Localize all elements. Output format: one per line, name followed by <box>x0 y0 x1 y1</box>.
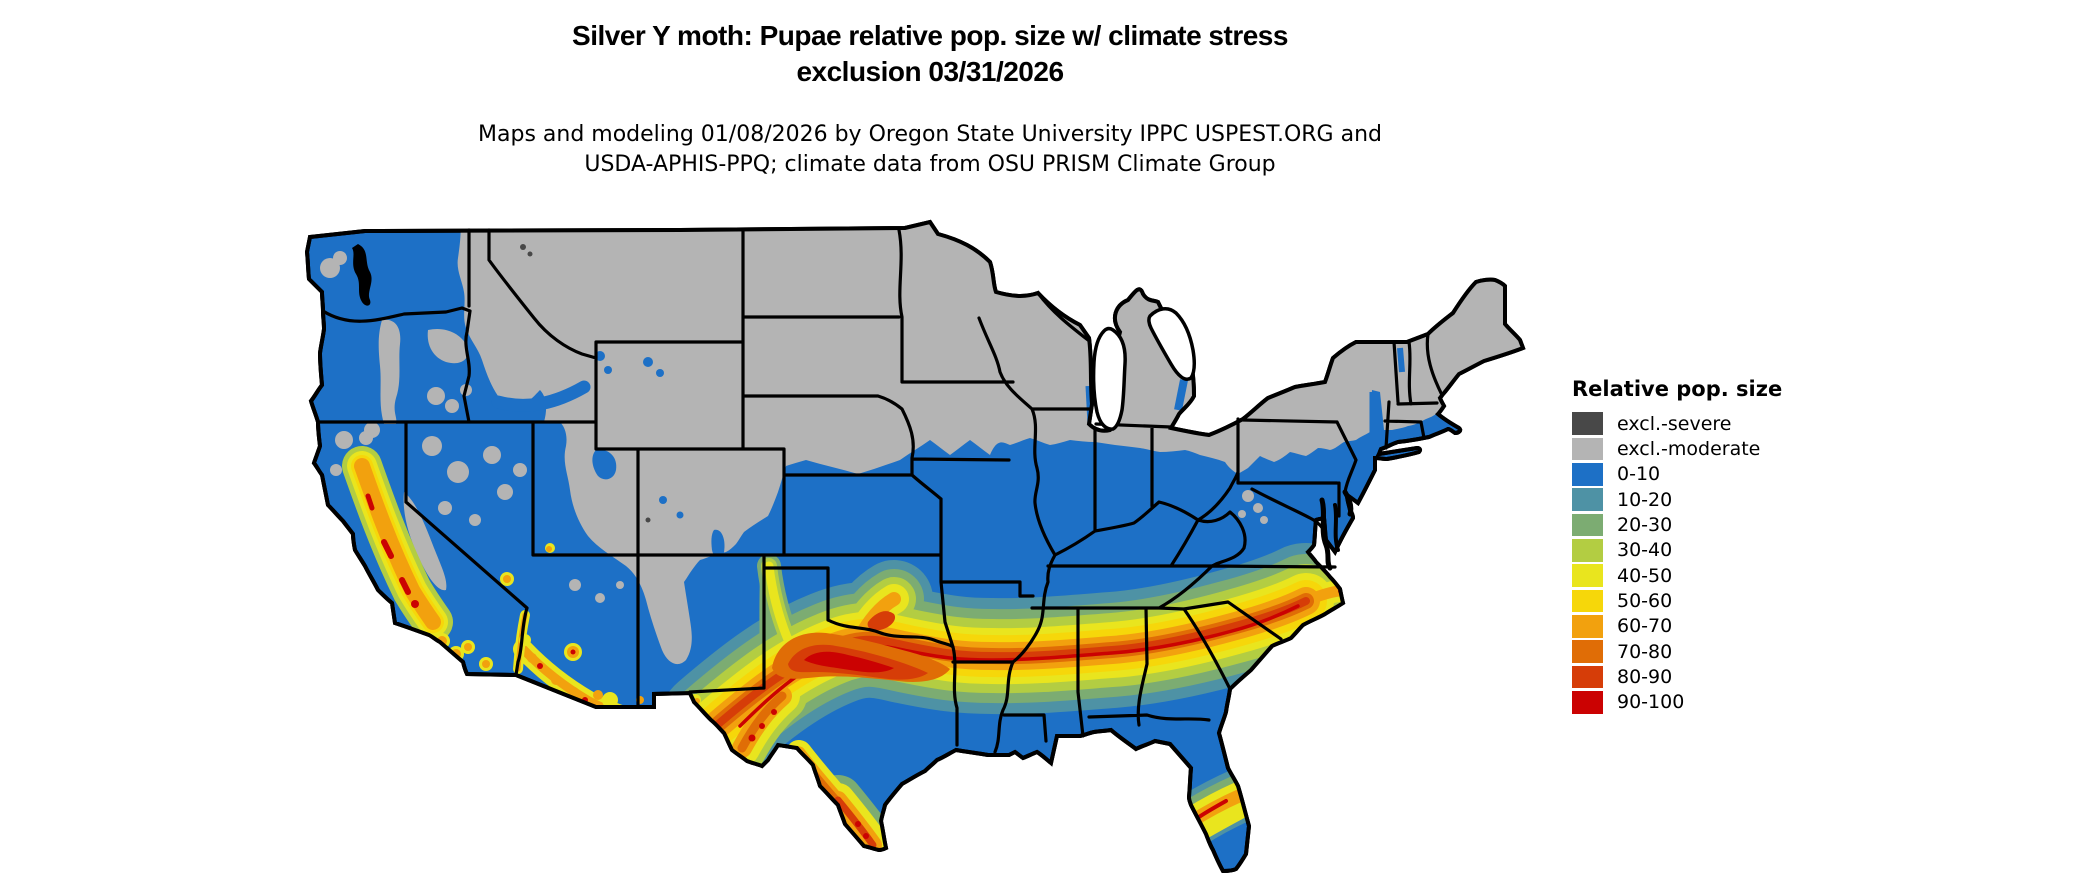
severe-exclusion-specks <box>520 244 651 523</box>
puget-sound <box>352 244 372 306</box>
legend-label: 10-20 <box>1617 488 1673 511</box>
gray-mountain-patches <box>320 251 1268 603</box>
coastal-water-detail <box>352 244 1354 571</box>
legend-swatch <box>1572 463 1603 486</box>
state-borders <box>316 228 1444 754</box>
legend-swatch <box>1572 665 1603 689</box>
california-central-valley-hotspot <box>365 493 419 608</box>
great-lakes <box>1091 307 1197 431</box>
legend-label: 0-10 <box>1617 463 1661 486</box>
legend-swatch <box>1572 589 1603 613</box>
legend-label: 20-30 <box>1617 513 1673 536</box>
chesapeake-bay-east <box>1333 503 1340 552</box>
page-subtitle: Maps and modeling 01/08/2026 by Oregon S… <box>150 120 1710 180</box>
subtitle-line-2: USDA-APHIS-PPQ; climate data from OSU PR… <box>584 152 1276 177</box>
legend-label: excl.-moderate <box>1617 437 1761 460</box>
legend-item: 60-70 <box>1572 614 1782 639</box>
page-title: Silver Y moth: Pupae relative pop. size … <box>150 18 1710 90</box>
legend-label: 60-70 <box>1617 615 1673 638</box>
legend-item: 50-60 <box>1572 588 1782 613</box>
lake-huron <box>1147 307 1197 381</box>
blue-valley-accents <box>491 347 1405 558</box>
legend-item: 90-100 <box>1572 690 1782 715</box>
legend-swatch <box>1572 691 1603 714</box>
legend-swatch <box>1572 539 1603 562</box>
legend-item: 10-20 <box>1572 487 1782 512</box>
legend-title: Relative pop. size <box>1572 377 1783 401</box>
legend-label: excl.-severe <box>1617 412 1732 435</box>
legend-item: excl.-moderate <box>1572 436 1782 461</box>
us-outline-stroke <box>304 219 1526 874</box>
legend-label: 90-100 <box>1617 691 1685 714</box>
legend-label: 70-80 <box>1617 640 1673 663</box>
legend-item: 40-50 <box>1572 563 1782 588</box>
lake-michigan <box>1091 326 1127 431</box>
legend-swatch <box>1572 437 1603 461</box>
delaware-bay <box>1342 489 1354 517</box>
legend-swatch <box>1572 513 1603 537</box>
legend-item: 80-90 <box>1572 664 1782 689</box>
chesapeake-bay <box>1319 497 1333 571</box>
texas-hot-core <box>772 611 950 682</box>
legend-label: 50-60 <box>1617 589 1673 612</box>
legend-swatch <box>1572 412 1603 435</box>
legend-label: 80-90 <box>1617 665 1673 688</box>
legend-swatch <box>1572 640 1603 663</box>
legend-item: 20-30 <box>1572 512 1782 537</box>
subtitle-line-1: Maps and modeling 01/08/2026 by Oregon S… <box>478 122 1382 147</box>
legend-label: 30-40 <box>1617 539 1673 562</box>
legend-swatch <box>1572 488 1603 511</box>
legend-label: 40-50 <box>1617 564 1673 587</box>
legend-item: 30-40 <box>1572 538 1782 563</box>
legend-item: excl.-severe <box>1572 411 1782 436</box>
legend-item: 0-10 <box>1572 462 1782 487</box>
legend-swatch <box>1572 564 1603 587</box>
title-line-2: exclusion 03/31/2026 <box>796 56 1064 87</box>
legend-item: 70-80 <box>1572 639 1782 664</box>
title-line-1: Silver Y moth: Pupae relative pop. size … <box>572 20 1288 51</box>
legend-swatch <box>1572 615 1603 638</box>
legend: Relative pop. size excl.-severe excl.-mo… <box>1572 377 1782 715</box>
